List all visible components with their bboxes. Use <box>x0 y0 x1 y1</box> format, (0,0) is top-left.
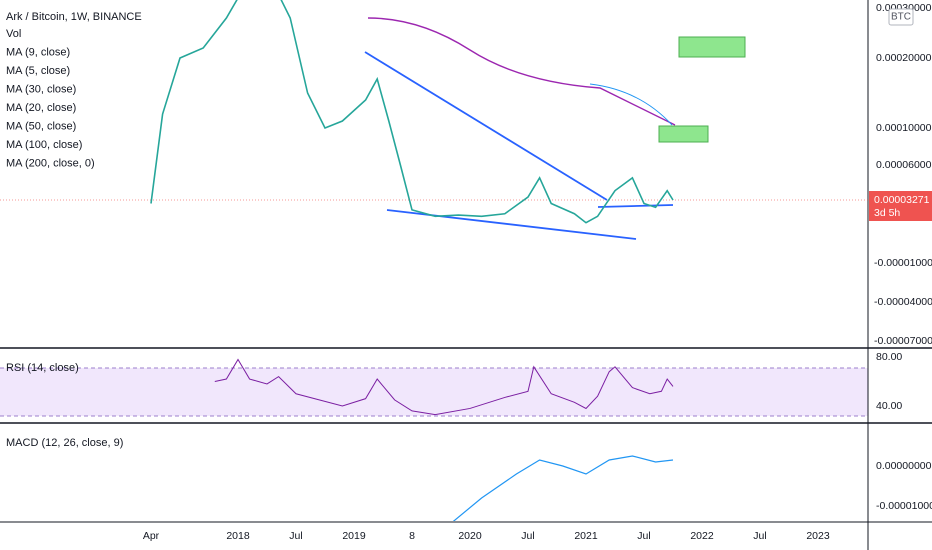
time-label: Jul <box>637 530 650 542</box>
header-title: Ark / Bitcoin, 1W, BINANCE <box>6 11 142 23</box>
unit-label: BTC <box>891 12 911 23</box>
time-label: Apr <box>143 530 160 542</box>
time-label: Jul <box>753 530 766 542</box>
indicator-label: MA (100, close) <box>6 139 82 151</box>
macd-pane <box>452 455 674 521</box>
time-label: 2021 <box>574 530 598 542</box>
rsi-title: RSI (14, close) <box>6 362 79 374</box>
rsi-pane <box>214 358 674 416</box>
time-label: 2022 <box>690 530 714 542</box>
indicator-label: MA (30, close) <box>6 83 76 95</box>
price-line <box>150 0 674 224</box>
price-tick-label: 0.00006000 <box>876 159 932 171</box>
rsi-band <box>0 368 868 416</box>
last-price-badge <box>869 191 932 221</box>
legend: Ark / Bitcoin, 1W, BINANCE Vol MA (9, clo… <box>6 11 142 170</box>
indicator-label: MA (20, close) <box>6 102 76 114</box>
price-tick-label: -0.00007000 <box>874 335 932 347</box>
rsi-tick-label: 80.00 <box>876 351 902 363</box>
time-label: Jul <box>521 530 534 542</box>
time-label: 2020 <box>458 530 482 542</box>
rsi-tick-label: 40.00 <box>876 400 902 412</box>
time-label: 2019 <box>342 530 366 542</box>
price-tick-label: -0.00004000 <box>874 296 932 308</box>
rsi-line <box>214 358 674 416</box>
target-box <box>678 36 746 58</box>
macd-tick-label: -0.00001000 <box>876 500 932 512</box>
indicator-label: MA (200, close, 0) <box>6 157 95 169</box>
indicator-label: Vol <box>6 28 21 40</box>
macd-tick-label: 0.00000000 <box>876 460 932 472</box>
time-label: 2018 <box>226 530 250 542</box>
indicator-label: MA (9, close) <box>6 46 70 58</box>
time-label: Jul <box>289 530 302 542</box>
axes: Apr 2018 Jul 2019 8 2020 Jul 2021 Jul 2022 Jul 2023… <box>143 2 932 542</box>
macd-title: MACD (12, 26, close, 9) <box>6 437 123 449</box>
price-tick-label: 0.00010000 <box>876 122 932 134</box>
macd-line <box>452 455 674 521</box>
indicator-label: MA (50, close) <box>6 120 76 132</box>
ma-line <box>367 17 676 126</box>
trend-line <box>597 204 674 208</box>
time-label: 8 <box>409 530 415 542</box>
countdown: 3d 5h <box>874 207 900 219</box>
price-tick-label: 0.00020000 <box>876 52 932 64</box>
trend-line <box>364 51 608 201</box>
target-box <box>658 125 709 143</box>
indicator-label: MA (5, close) <box>6 65 70 77</box>
time-label: 2023 <box>806 530 830 542</box>
drawings <box>364 17 746 240</box>
last-price-label: 0.00003271 <box>874 194 930 206</box>
price-pane <box>150 0 674 224</box>
unit-badge[interactable] <box>888 8 914 26</box>
price-tick-label: -0.00001000 <box>874 257 932 269</box>
ma-line <box>589 83 673 126</box>
